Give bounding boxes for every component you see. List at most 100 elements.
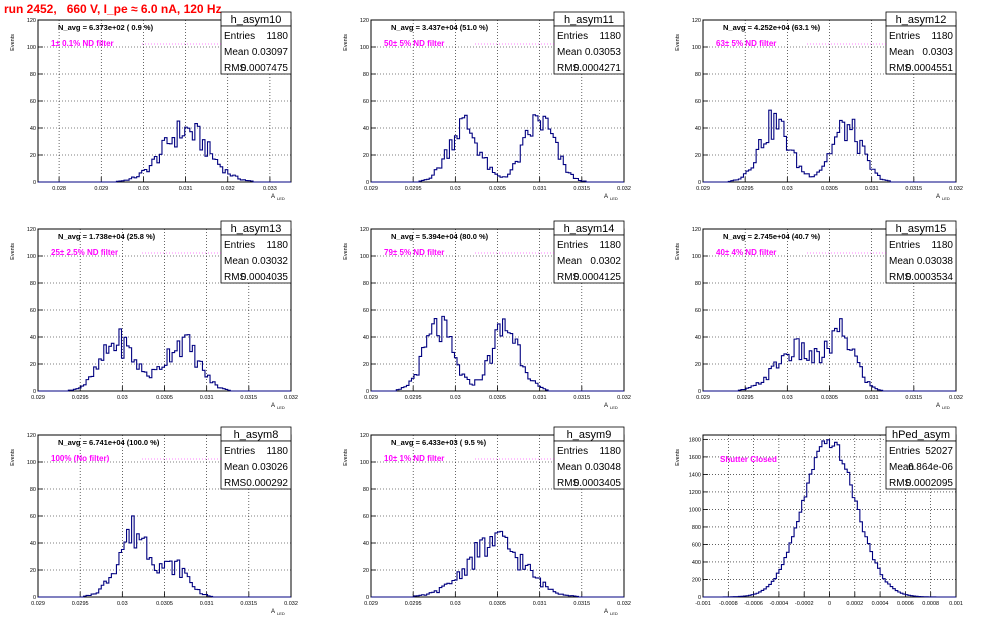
stats-value: 1180 xyxy=(599,240,621,251)
stats-box xyxy=(553,25,625,75)
x-tick-label: 0.029 xyxy=(696,395,710,401)
x-axis-title: A LED xyxy=(936,403,950,410)
filter-annotation: Shutter Closed xyxy=(720,455,777,464)
x-tick-label: 0.031 xyxy=(179,186,193,192)
x-tick-label: -0.0002 xyxy=(795,601,814,607)
stats-value: 0.0003405 xyxy=(574,478,622,489)
y-tick-label: 40 xyxy=(363,335,369,341)
y-tick-label: 20 xyxy=(30,568,36,574)
x-tick-label: 0.032 xyxy=(949,186,963,192)
x-tick-label: 0.0006 xyxy=(897,601,914,607)
x-axis-title: A LED xyxy=(604,609,618,616)
histogram-panel-h_asym11: 0.029 0.0295 0.03 0.0305 0.031 0.0315 0.032 0 20… xyxy=(343,11,631,201)
y-tick-label: 0 xyxy=(366,389,369,395)
histogram-series xyxy=(703,439,956,598)
stats-value: 1180 xyxy=(931,31,953,42)
x-tick-label: 0.029 xyxy=(364,395,378,401)
stats-label: Entries xyxy=(889,446,920,457)
y-axis-title: Events xyxy=(675,34,681,51)
x-tick-label: 0.0295 xyxy=(72,601,89,607)
stats-box xyxy=(220,25,292,75)
navg-label: N_avg = 6.433e+03 ( 9.5 %) xyxy=(391,438,487,447)
y-tick-label: 60 xyxy=(30,514,36,520)
x-tick-label: 0.0305 xyxy=(489,395,506,401)
x-tick-label: 0.0295 xyxy=(737,186,754,192)
x-tick-label: 0.0002 xyxy=(846,601,863,607)
x-tick-label: 0.0315 xyxy=(240,395,257,401)
histogram-title: h_asym9 xyxy=(567,429,612,441)
x-tick-label: -0.0008 xyxy=(719,601,738,607)
stats-value: 1180 xyxy=(599,446,621,457)
x-tick-label: 0.03 xyxy=(450,186,461,192)
y-tick-label: 40 xyxy=(30,335,36,341)
y-tick-label: 60 xyxy=(30,308,36,314)
stats-label: Mean xyxy=(889,47,914,58)
histogram-title: h_asym12 xyxy=(896,14,947,26)
x-tick-label: 0.0315 xyxy=(573,186,590,192)
stats-label: Entries xyxy=(889,240,920,251)
y-tick-label: 20 xyxy=(363,153,369,159)
x-tick-label: 0.03 xyxy=(782,395,793,401)
filter-annotation: 40± 4% ND filter xyxy=(716,248,776,257)
y-tick-label: 0 xyxy=(33,595,36,601)
x-tick-label: 0.031 xyxy=(200,395,214,401)
x-tick-label: 0.001 xyxy=(949,601,963,607)
histogram-title: h_asym8 xyxy=(234,429,279,441)
filter-annotation: 10± 1% ND filter xyxy=(384,454,444,463)
x-tick-label: 0.03 xyxy=(782,186,793,192)
x-axis-title: A LED xyxy=(271,403,285,410)
y-tick-label: 1400 xyxy=(689,472,701,478)
y-tick-label: 60 xyxy=(363,514,369,520)
x-tick-label: 0.03 xyxy=(450,601,461,607)
histogram-panel-h_asym9: 0.029 0.0295 0.03 0.0305 0.031 0.0315 0.032 0 20… xyxy=(343,426,631,616)
y-tick-label: 0 xyxy=(33,180,36,186)
histogram-panel-h_asym8: 0.029 0.0295 0.03 0.0305 0.031 0.0315 0.032 0 20… xyxy=(10,426,298,616)
x-tick-label: 0.032 xyxy=(949,395,963,401)
x-tick-label: 0.0295 xyxy=(405,395,422,401)
stats-label: Mean xyxy=(557,47,582,58)
x-tick-label: 0.032 xyxy=(617,395,631,401)
stats-box xyxy=(553,234,625,284)
stats-label: RMS xyxy=(224,478,247,489)
stats-value: 1180 xyxy=(599,31,621,42)
x-tick-label: 0.0004 xyxy=(872,601,889,607)
stats-label: Mean xyxy=(224,256,249,267)
x-tick-label: 0.0295 xyxy=(737,395,754,401)
x-tick-label: 0.032 xyxy=(617,601,631,607)
y-tick-label: 80 xyxy=(30,281,36,287)
y-tick-label: 20 xyxy=(30,153,36,159)
stats-value: 0.0004551 xyxy=(906,63,954,74)
stats-value: 0.03032 xyxy=(252,256,289,267)
stats-label: Entries xyxy=(224,31,255,42)
y-axis-title: Events xyxy=(343,449,349,466)
y-tick-label: 60 xyxy=(363,99,369,105)
stats-label: RMS xyxy=(224,272,247,283)
y-tick-label: 60 xyxy=(30,99,36,105)
y-tick-label: 120 xyxy=(360,227,369,233)
x-tick-label: 0.028 xyxy=(52,186,66,192)
stats-label: Mean xyxy=(889,462,914,473)
stats-box xyxy=(885,440,957,490)
y-tick-label: 100 xyxy=(360,254,369,260)
x-tick-label: 0.0305 xyxy=(821,186,838,192)
x-tick-label: 0.03 xyxy=(117,395,128,401)
y-tick-label: 40 xyxy=(30,126,36,132)
x-tick-label: 0.03 xyxy=(138,186,149,192)
filter-annotation: 63± 5% ND filter xyxy=(716,39,776,48)
x-tick-label: 0.03 xyxy=(450,395,461,401)
x-tick-label: 0.029 xyxy=(31,395,45,401)
histogram-series xyxy=(703,109,956,183)
stats-value: 0.03097 xyxy=(252,47,289,58)
x-tick-label: 0.032 xyxy=(617,186,631,192)
stats-label: Entries xyxy=(889,31,920,42)
x-tick-label: 0.032 xyxy=(221,186,235,192)
x-axis-title: A LED xyxy=(936,194,950,201)
stats-value: 0.0004035 xyxy=(241,272,289,283)
y-tick-label: 200 xyxy=(692,577,701,583)
x-tick-label: 0.0305 xyxy=(821,395,838,401)
stats-value: 0.0004125 xyxy=(574,272,622,283)
filter-annotation: 1± 0.1% ND filter xyxy=(51,39,114,48)
x-tick-label: 0.031 xyxy=(865,186,879,192)
x-tick-label: -0.0004 xyxy=(770,601,789,607)
